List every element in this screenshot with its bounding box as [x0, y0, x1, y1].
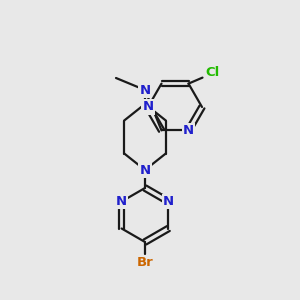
Text: Br: Br	[136, 256, 153, 269]
Text: N: N	[140, 83, 151, 97]
Text: N: N	[116, 195, 127, 208]
Text: N: N	[163, 195, 174, 208]
Text: N: N	[183, 124, 194, 137]
Text: N: N	[140, 164, 151, 176]
Text: Cl: Cl	[206, 66, 220, 79]
Text: N: N	[142, 100, 154, 113]
